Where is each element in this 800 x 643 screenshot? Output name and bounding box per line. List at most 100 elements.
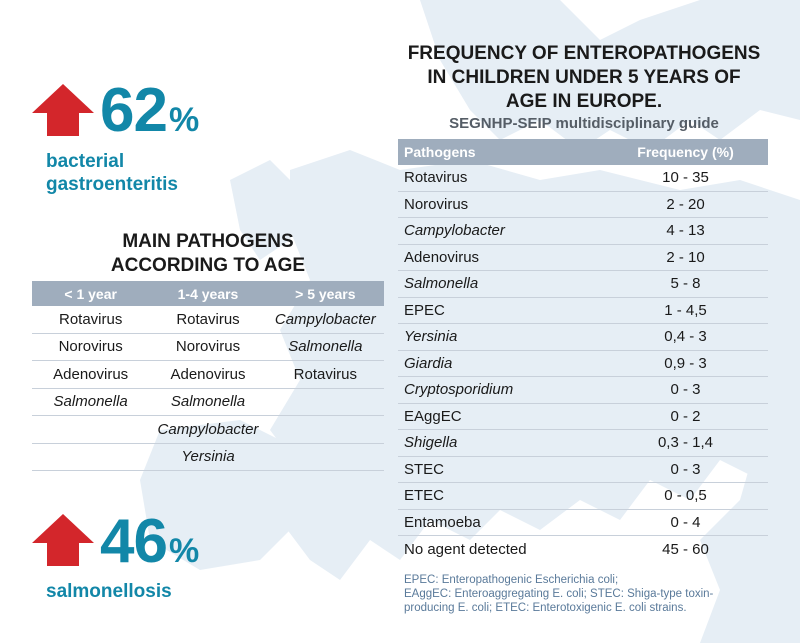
map-land-scandinavia [420, 0, 800, 150]
map-land-east [700, 230, 800, 643]
footnote: EPEC: Enteropathogenic Escherichia coli;… [404, 573, 764, 615]
pathogen-frequency: 0 - 3 [670, 381, 701, 399]
freq-table-title-line2: IN CHILDREN UNDER 5 YEARS OF [427, 67, 741, 88]
table-cell: Rotavirus [58, 310, 123, 328]
pathogen-name: Giardia [404, 354, 453, 372]
pathogen-frequency: 2 - 20 [666, 195, 705, 213]
pathogen-name: Salmonella [404, 275, 479, 293]
pathogen-name: EPEC [404, 301, 445, 319]
freq-table-header: Pathogens Frequency (%) [398, 139, 768, 165]
table-cell: Rotavirus [293, 365, 357, 383]
table-row: Entamoeba 0 - 4 [398, 510, 768, 536]
table-row: Shigella 0,3 - 1,4 [398, 430, 768, 457]
pathogen-frequency: 45 - 60 [662, 540, 709, 558]
table-cell: Campylobacter [274, 310, 376, 328]
table-cell: Norovirus [175, 338, 241, 356]
table-cell: Adenovirus [53, 365, 129, 383]
map-land-british-isles [230, 160, 300, 260]
age-table: < 1 year 1-4 years > 5 years Rotavirus R… [32, 281, 384, 471]
pathogen-name: No agent detected [404, 540, 527, 558]
table-row: Giardia 0,9 - 3 [398, 351, 768, 377]
pathogen-name: Cryptosporidium [404, 381, 514, 399]
pathogen-name: ETEC [404, 487, 445, 505]
pathogen-name: Adenovirus [404, 248, 480, 266]
age-header-under-1: < 1 year [64, 285, 117, 302]
freq-table-subtitle: SEGNHP-SEIP multidisciplinary guide [449, 115, 719, 132]
table-cell: Salmonella [288, 338, 363, 356]
stat-salmonellosis-unit: % [168, 532, 199, 570]
map-land-iberia [140, 420, 300, 570]
table-row: Salmonella 5 - 8 [398, 271, 768, 298]
table-row: Yersinia [32, 444, 384, 471]
freq-table-title-line3: AGE IN EUROPE. [505, 91, 663, 112]
table-cell: Adenovirus [170, 365, 246, 383]
footnote-line3: producing E. coli; ETEC: Enterotoxigenic… [404, 602, 687, 614]
table-row: EAggEC 0 - 2 [398, 404, 768, 430]
arrow-up-icon [32, 514, 94, 566]
table-cell: Norovirus [58, 338, 123, 356]
pathogen-name: Yersinia [404, 328, 458, 346]
table-row: ETEC 0 - 0,5 [398, 483, 768, 510]
freq-table-title-line1: FREQUENCY OF ENTEROPATHOGENS [407, 43, 761, 64]
age-header-over-5: > 5 years [295, 285, 356, 302]
stat-bacterial-number: 62 [100, 76, 168, 145]
stat-bacterial-label-line1: bacterial [46, 151, 125, 172]
age-table-header: < 1 year 1-4 years > 5 years [32, 281, 384, 306]
freq-table-title: FREQUENCY OF ENTEROPATHOGENS IN CHILDREN… [395, 42, 773, 114]
pathogen-frequency: 0,9 - 3 [664, 354, 707, 372]
table-row: Rotavirus Rotavirus Campylobacter [32, 306, 384, 334]
stat-salmonellosis-label: salmonellosis [46, 581, 172, 602]
pathogen-frequency: 0 - 0,5 [664, 487, 707, 505]
pathogen-name: Shigella [404, 434, 458, 452]
table-row: Adenovirus Adenovirus Rotavirus [32, 361, 384, 389]
age-table-title-line1: MAIN PATHOGENS [122, 231, 294, 252]
table-row: Cryptosporidium 0 - 3 [398, 377, 768, 404]
footnote-line2: EAggEC: Enteroaggregating E. coli; STEC:… [404, 588, 714, 600]
pathogen-frequency: 0,4 - 3 [664, 328, 707, 346]
pathogen-name: Rotavirus [404, 169, 468, 187]
stat-bacterial-unit: % [168, 101, 199, 139]
age-table-title-line2: ACCORDING TO AGE [110, 255, 306, 276]
table-row: Salmonella Salmonella [32, 389, 384, 416]
stat-bacterial-value: 62% [100, 80, 199, 142]
arrow-up-icon [32, 84, 94, 136]
pathogen-name: Campylobacter [404, 222, 505, 240]
freq-header-pathogens: Pathogens [404, 144, 476, 160]
pathogen-frequency: 0 - 3 [670, 460, 701, 478]
pathogen-frequency: 2 - 10 [666, 248, 705, 266]
table-row: EPEC 1 - 4,5 [398, 298, 768, 324]
table-row: Campylobacter 4 - 13 [398, 218, 768, 245]
pathogen-name: EAggEC [404, 407, 462, 425]
table-row: Norovirus Norovirus Salmonella [32, 334, 384, 361]
pathogen-frequency: 0,3 - 1,4 [657, 434, 714, 452]
table-cell: Yersinia [181, 448, 235, 466]
freq-table: Pathogens Frequency (%) Rotavirus 10 - 35… [398, 139, 768, 563]
stat-bacterial-label: bacterial gastroenteritis [46, 150, 178, 196]
stat-bacterial-label-line2: gastroenteritis [46, 174, 178, 195]
age-table-title: MAIN PATHOGENS ACCORDING TO AGE [32, 230, 384, 278]
table-row: Rotavirus 10 - 35 [398, 165, 768, 192]
pathogen-frequency: 1 - 4,5 [664, 301, 707, 319]
pathogen-frequency: 0 - 4 [670, 513, 701, 531]
pathogen-name: STEC [404, 460, 445, 478]
pathogen-frequency: 5 - 8 [670, 275, 701, 293]
table-cell: Campylobacter [157, 420, 259, 438]
footnote-line1: EPEC: Enteropathogenic Escherichia coli; [404, 574, 619, 586]
table-cell: Salmonella [53, 393, 128, 411]
table-cell: Salmonella [170, 393, 246, 411]
stat-salmonellosis-value: 46% [100, 511, 199, 573]
table-row: No agent detected 45 - 60 [398, 536, 768, 563]
table-row: Norovirus 2 - 20 [398, 192, 768, 218]
table-cell: Rotavirus [176, 310, 240, 328]
table-row: Adenovirus 2 - 10 [398, 245, 768, 271]
table-row: STEC 0 - 3 [398, 457, 768, 483]
pathogen-frequency: 4 - 13 [666, 222, 705, 240]
pathogen-name: Entamoeba [404, 513, 481, 531]
pathogen-name: Norovirus [404, 195, 469, 213]
pathogen-frequency: 10 - 35 [662, 169, 709, 187]
stat-salmonellosis-number: 46 [100, 507, 168, 576]
age-header-1-4: 1-4 years [177, 285, 239, 302]
pathogen-frequency: 0 - 2 [670, 407, 701, 425]
freq-header-frequency: Frequency (%) [637, 144, 734, 160]
